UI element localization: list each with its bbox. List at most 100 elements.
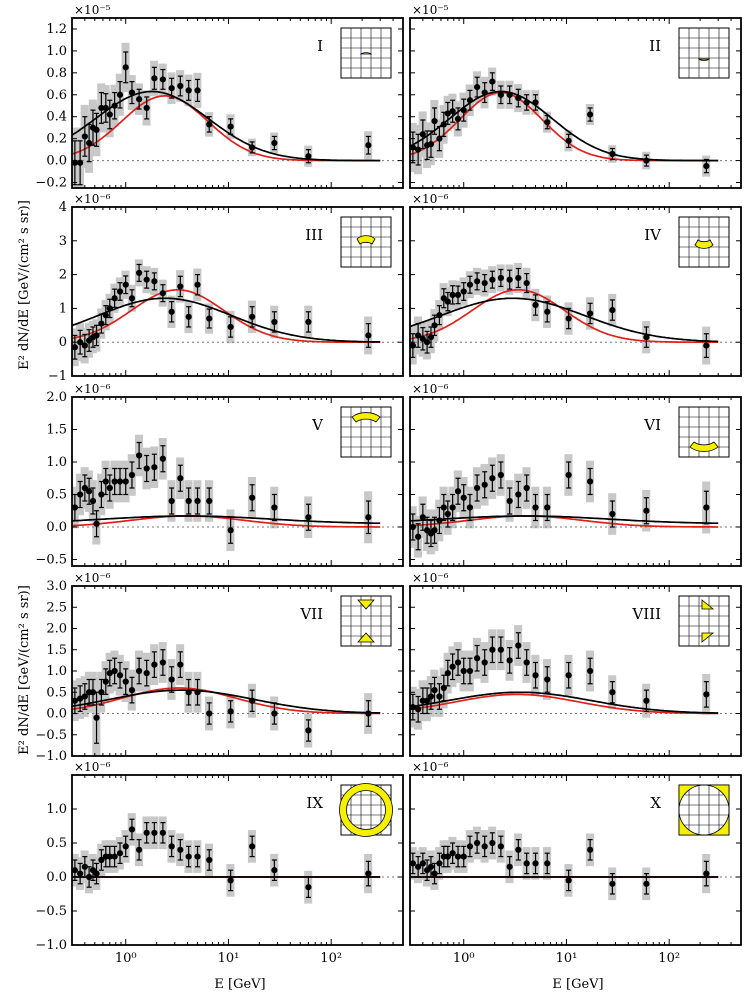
data-point xyxy=(466,97,474,104)
data-point xyxy=(93,870,100,877)
data-point xyxy=(98,320,105,327)
data-point xyxy=(305,514,312,521)
data-point xyxy=(565,877,572,884)
panel-plot-area-VI xyxy=(410,454,741,558)
panel-plot-area-V xyxy=(72,434,403,552)
data-point xyxy=(436,135,443,142)
data-point xyxy=(419,514,426,521)
data-point xyxy=(206,121,213,128)
region-inset-map xyxy=(340,216,392,268)
y-tick-label: 1.0 xyxy=(46,44,67,59)
data-point xyxy=(81,342,88,349)
x-tick-label: 10¹ xyxy=(556,951,578,966)
data-point xyxy=(481,481,488,488)
data-point xyxy=(431,870,438,877)
panel-VI: ×10⁻⁶ VI xyxy=(409,382,742,567)
data-point xyxy=(609,689,616,696)
model-curve-red xyxy=(72,288,381,344)
data-point xyxy=(609,880,616,887)
region-inset-map xyxy=(340,595,392,647)
data-point xyxy=(136,846,143,853)
data-point xyxy=(249,843,256,850)
data-point xyxy=(565,672,572,679)
data-point xyxy=(497,91,504,98)
data-point xyxy=(143,465,150,472)
data-point xyxy=(532,301,539,309)
data-point xyxy=(305,153,312,160)
data-point xyxy=(116,478,124,485)
inset-highlight-VII-bottom xyxy=(357,632,375,643)
y-multiplier-label: ×10⁻⁶ xyxy=(74,760,111,774)
data-point xyxy=(587,111,594,118)
data-point xyxy=(506,276,513,283)
panel-plot-area-IV xyxy=(410,262,741,365)
data-point xyxy=(419,335,426,342)
data-point xyxy=(143,276,150,283)
y-axis-label-top: E² dN/dE [GeV/(cm² s sr)] xyxy=(17,200,32,370)
model-curve-black xyxy=(410,297,719,343)
data-point xyxy=(177,661,184,668)
data-point xyxy=(449,663,456,670)
data-point xyxy=(185,497,192,505)
data-point xyxy=(440,504,447,511)
y-tick-label: 0.6 xyxy=(46,88,67,103)
data-point xyxy=(565,137,572,144)
data-point xyxy=(544,676,551,683)
data-point xyxy=(423,697,431,704)
y-multiplier-label: ×10⁻⁶ xyxy=(412,192,449,206)
model-curve-black xyxy=(410,515,719,525)
data-point xyxy=(72,159,78,166)
data-point xyxy=(116,288,124,295)
y-tick-label: 0 xyxy=(59,335,67,350)
y-tick-label: 0.5 xyxy=(46,836,67,851)
data-point xyxy=(128,687,136,694)
data-point xyxy=(415,706,422,713)
data-point xyxy=(249,494,256,501)
region-inset-map xyxy=(678,406,730,458)
y-tick-label: 0.8 xyxy=(46,66,67,81)
data-point xyxy=(427,693,435,700)
inset-frame xyxy=(678,27,730,79)
panel-frame xyxy=(409,17,742,189)
model-curve-red xyxy=(410,515,719,528)
x-tick-label: 10¹ xyxy=(218,951,240,966)
region-label: VIII xyxy=(631,605,661,623)
y-multiplier-label: ×10⁻⁶ xyxy=(412,382,449,396)
data-point xyxy=(271,504,278,511)
data-point xyxy=(72,697,78,704)
region-label: I xyxy=(317,37,323,55)
data-point xyxy=(85,873,93,881)
y-tick-label: 1.0 xyxy=(46,455,67,470)
data-point xyxy=(128,826,136,833)
data-point xyxy=(466,667,474,675)
y-multiplier-label: ×10⁻⁶ xyxy=(412,571,449,585)
region-inset-map xyxy=(340,406,392,458)
data-point xyxy=(565,315,572,322)
data-point xyxy=(454,853,462,860)
data-point xyxy=(206,856,213,864)
data-point xyxy=(365,142,372,149)
x-tick-label: 10² xyxy=(658,951,680,966)
panel-plot-area-III xyxy=(72,259,403,367)
y-tick-label: 1.2 xyxy=(46,22,67,37)
inset-highlight-VIII-top xyxy=(701,599,715,610)
data-point xyxy=(474,655,481,662)
y-tick-label: 0.5 xyxy=(46,488,67,503)
data-point xyxy=(523,99,530,106)
y-multiplier-label: ×10⁻⁶ xyxy=(74,192,111,206)
data-point xyxy=(515,642,522,649)
data-point xyxy=(454,115,462,123)
data-point xyxy=(77,870,84,877)
data-point xyxy=(481,89,488,96)
data-point xyxy=(489,646,496,653)
data-point xyxy=(444,853,451,860)
data-point xyxy=(305,727,312,734)
data-point xyxy=(506,91,513,98)
data-point xyxy=(102,678,109,685)
panel-II: ×10⁻⁵ II xyxy=(409,3,742,189)
data-point xyxy=(136,667,143,675)
panel-frame xyxy=(409,774,742,946)
data-point xyxy=(185,689,192,696)
data-point xyxy=(249,313,256,320)
panel-plot-area-II xyxy=(410,67,741,177)
